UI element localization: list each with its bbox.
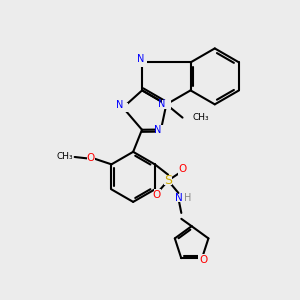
Text: CH₃: CH₃ — [193, 113, 209, 122]
Text: N: N — [137, 55, 144, 64]
Text: S: S — [164, 174, 172, 187]
Text: N: N — [175, 193, 182, 203]
Text: H: H — [184, 193, 191, 203]
Text: CH₃: CH₃ — [57, 152, 73, 161]
Bar — [154, 189, 161, 196]
Bar — [118, 103, 128, 112]
Bar — [156, 125, 166, 134]
Text: O: O — [200, 255, 208, 265]
Text: O: O — [179, 164, 187, 174]
Bar — [198, 254, 206, 262]
Bar — [175, 194, 182, 202]
Bar — [162, 100, 171, 109]
Text: N: N — [116, 100, 124, 110]
Bar — [178, 168, 185, 176]
Text: N: N — [154, 124, 162, 134]
Bar — [87, 154, 94, 163]
Bar — [137, 58, 147, 67]
Text: O: O — [87, 154, 95, 164]
Text: O: O — [152, 190, 160, 200]
Text: N: N — [158, 99, 166, 110]
Bar — [164, 176, 172, 185]
